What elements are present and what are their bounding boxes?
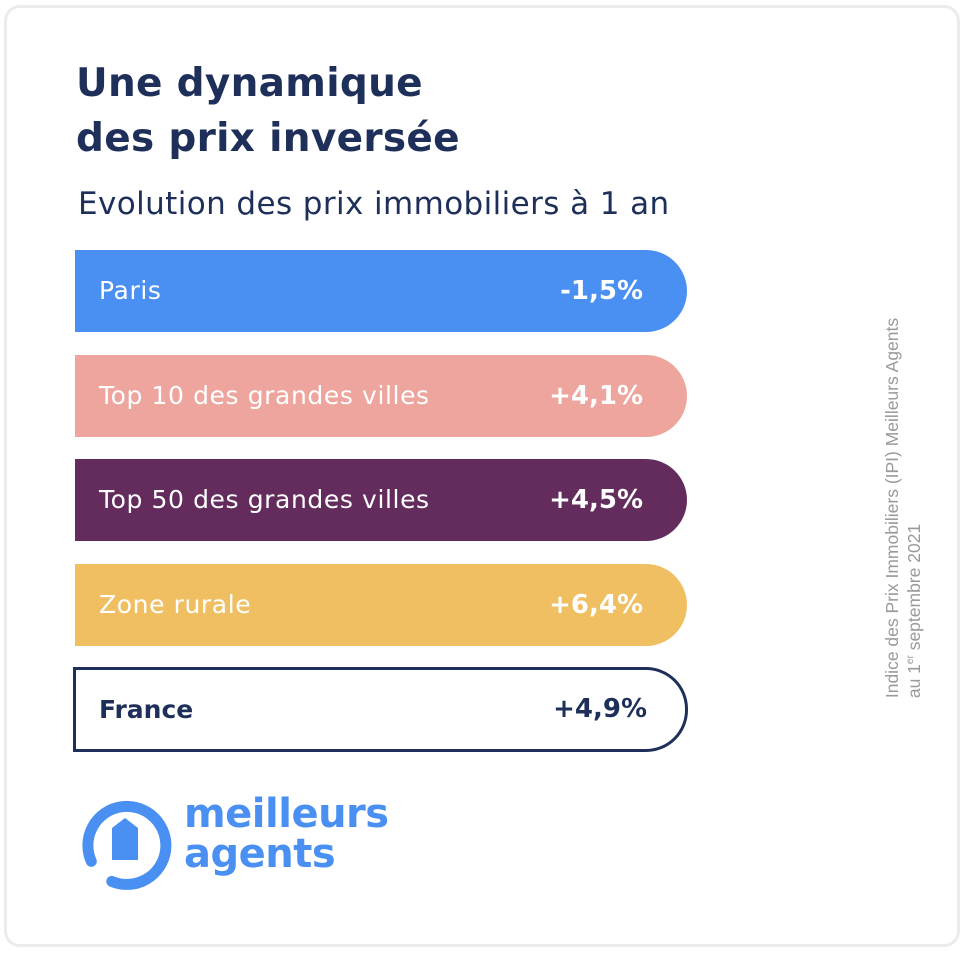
bar-label: France (99, 694, 194, 724)
bar-value-label: -1,5% (560, 276, 643, 306)
subtitle: Evolution des prix immobiliers à 1 an (78, 186, 670, 222)
logo-wordmark: meilleurs agents (184, 794, 389, 874)
meilleurs-agents-logo: meilleurs agents (78, 794, 418, 898)
bar-top-10-grandes-villes: Top 10 des grandes villes +4,1% (75, 354, 687, 437)
bar-label: Top 10 des grandes villes (99, 380, 430, 410)
bar-value-label: +6,4% (549, 589, 643, 620)
logo-line-2: agents (184, 831, 336, 877)
bar-zone-rurale: Zone rurale +6,4% (75, 563, 687, 646)
bar-value-label: +4,9% (553, 693, 647, 724)
source-line-2: au 1er septembre 2021 (903, 318, 925, 698)
bar-paris: Paris -1,5% (75, 250, 687, 332)
source-line-1: Indice des Prix Immobiliers (IPI) Meille… (882, 317, 902, 699)
logo-line-1: meilleurs (184, 791, 389, 837)
source-line-2-prefix: au 1 (904, 664, 924, 699)
source-line-2-suffix: septembre 2021 (904, 523, 924, 656)
title-line-1: Une dynamique (76, 61, 423, 106)
bar-value-label: +4,5% (549, 485, 643, 515)
house-in-ring-icon (82, 800, 172, 890)
bar-value-label: +4,1% (549, 380, 643, 411)
source-line-2-sup: er (905, 655, 916, 665)
bar-label: Top 50 des grandes villes (99, 485, 430, 514)
bar-top-50-grandes-villes: Top 50 des grandes villes +4,5% (75, 459, 687, 541)
title-line-2: des prix inversée (76, 116, 460, 161)
source-note-text: Indice des Prix Immobiliers (IPI) Meille… (881, 318, 925, 698)
page-title: Une dynamique des prix inversée (76, 56, 460, 166)
bar-france: France +4,9% (73, 666, 688, 752)
bar-label: Zone rurale (99, 589, 252, 619)
bar-label: Paris (99, 276, 162, 305)
